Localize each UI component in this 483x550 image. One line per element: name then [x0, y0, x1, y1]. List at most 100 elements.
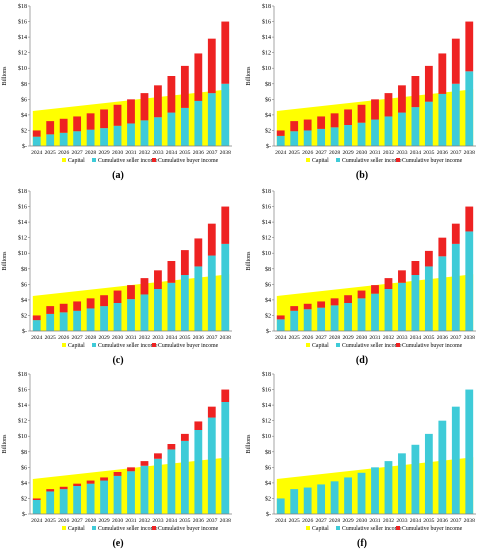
bar-seller-2025 — [46, 134, 55, 146]
y-tick-label: $4 — [21, 480, 27, 487]
bar-seller-2026 — [59, 312, 68, 331]
bar-buyer-2036 — [194, 53, 203, 101]
bar-seller-2027 — [317, 128, 326, 146]
legend-swatch — [336, 158, 340, 162]
y-tick-label: $12 — [262, 50, 271, 57]
bar-buyer-2034 — [167, 261, 176, 283]
x-tick-label: 2034 — [410, 518, 421, 524]
bar-buyer-2025 — [46, 489, 55, 492]
bar-buyer-2026 — [303, 119, 312, 131]
bar-buyer-2032 — [140, 93, 149, 121]
bar-buyer-2035 — [424, 250, 433, 267]
bar-seller-2029 — [344, 303, 352, 331]
panel-label-f: (f) — [357, 538, 367, 549]
x-tick-label: 2038 — [464, 518, 475, 524]
y-tick-label: $12 — [262, 235, 271, 242]
bar-seller-2036 — [438, 420, 447, 514]
bar-seller-2025 — [290, 131, 299, 146]
x-tick-label: 2035 — [179, 518, 190, 524]
bar-seller-2029 — [344, 477, 352, 514]
x-tick-label: 2026 — [302, 335, 313, 341]
panel-label-b: (b) — [355, 170, 369, 181]
y-axis-label: Billions — [2, 434, 8, 454]
x-tick-label: 2028 — [85, 335, 96, 341]
y-tick-label: $6 — [265, 464, 271, 471]
legend-label: Capital — [312, 158, 329, 164]
bar-seller-2037 — [207, 255, 216, 331]
legend-swatch — [62, 526, 66, 530]
x-tick-label: 2033 — [396, 335, 407, 341]
bar-seller-2033 — [398, 112, 406, 146]
bar-buyer-2033 — [154, 453, 162, 459]
bar-seller-2033 — [398, 282, 406, 331]
legend-label: Cumulative seller income — [98, 343, 158, 349]
y-tick-label: $2 — [265, 495, 271, 502]
bar-seller-2024 — [276, 135, 285, 146]
x-tick-label: 2029 — [342, 335, 353, 341]
x-tick-label: 2024 — [31, 335, 42, 341]
y-tick-label: $2 — [265, 312, 271, 319]
bar-seller-2029 — [344, 125, 352, 146]
bar-buyer-2026 — [59, 303, 68, 313]
bar-seller-2025 — [46, 313, 55, 331]
bar-seller-2031 — [371, 119, 379, 146]
x-tick-label: 2029 — [98, 518, 109, 524]
x-tick-label: 2025 — [289, 335, 300, 341]
x-tick-label: 2032 — [383, 335, 394, 341]
bar-seller-2033 — [154, 117, 162, 146]
bar-seller-2032 — [140, 120, 149, 146]
bar-buyer-2031 — [127, 99, 135, 124]
x-tick-label: 2025 — [45, 518, 56, 524]
x-tick-label: 2024 — [31, 518, 42, 524]
x-tick-label: 2030 — [112, 518, 123, 524]
bar-buyer-2027 — [317, 301, 326, 308]
bar-seller-2026 — [59, 489, 68, 514]
x-tick-label: 2033 — [152, 150, 163, 156]
bar-buyer-2028 — [330, 298, 339, 306]
bar-seller-2030 — [357, 472, 366, 514]
y-tick-label: $8 — [265, 81, 271, 88]
x-tick-label: 2032 — [139, 518, 150, 524]
bar-buyer-2031 — [371, 99, 379, 120]
legend-label: Cumulative buyer income — [402, 343, 463, 349]
x-tick-label: 2024 — [275, 150, 286, 156]
x-tick-label: 2037 — [206, 518, 217, 524]
x-tick-label: 2033 — [152, 518, 163, 524]
x-tick-label: 2026 — [58, 518, 69, 524]
x-tick-label: 2030 — [112, 335, 123, 341]
x-tick-label: 2031 — [125, 518, 136, 524]
y-tick-label: $6 — [21, 464, 27, 471]
bar-seller-2033 — [154, 458, 162, 514]
bar-seller-2031 — [127, 123, 135, 146]
bar-buyer-2031 — [127, 285, 135, 300]
bar-buyer-2027 — [73, 483, 82, 486]
x-tick-label: 2035 — [423, 335, 434, 341]
bar-buyer-2036 — [438, 237, 447, 257]
y-tick-label: $12 — [262, 418, 271, 425]
x-tick-label: 2027 — [72, 150, 83, 156]
legend-label: Cumulative seller income — [98, 526, 158, 532]
bar-buyer-2032 — [384, 93, 393, 117]
bar-seller-2029 — [100, 128, 108, 146]
x-tick-label: 2025 — [289, 518, 300, 524]
bar-seller-2034 — [411, 444, 420, 514]
bar-seller-2028 — [86, 483, 95, 514]
y-tick-label: $6 — [265, 96, 271, 103]
bar-seller-2034 — [167, 112, 176, 146]
legend-label: Cumulative buyer income — [158, 158, 219, 164]
bar-buyer-2034 — [411, 76, 420, 108]
bar-seller-2025 — [290, 310, 299, 331]
bar-buyer-2025 — [46, 306, 55, 314]
y-tick-label: $14 — [18, 219, 27, 226]
y-tick-label: $16 — [18, 19, 27, 26]
bar-buyer-2032 — [140, 461, 149, 466]
x-tick-label: 2028 — [85, 150, 96, 156]
bar-seller-2026 — [59, 132, 68, 146]
y-tick-label: $- — [266, 143, 271, 150]
bar-buyer-2037 — [451, 223, 460, 244]
bar-seller-2036 — [438, 93, 447, 146]
bar-seller-2031 — [371, 293, 379, 331]
bar-seller-2027 — [73, 310, 82, 331]
